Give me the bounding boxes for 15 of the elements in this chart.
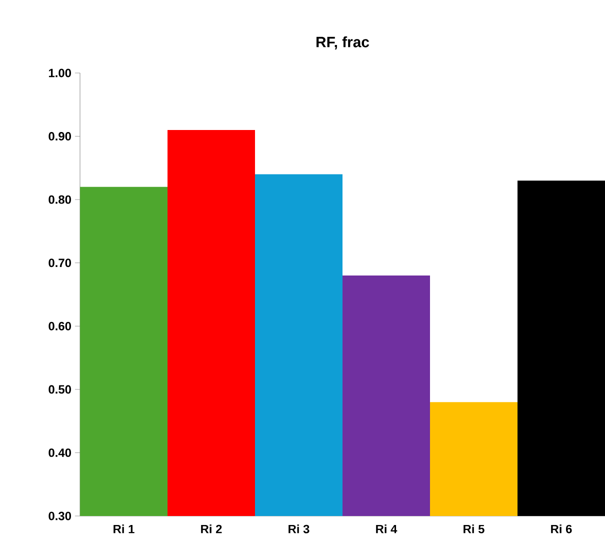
- x-tick-label: Ri 6: [551, 524, 572, 534]
- y-tick-label: 0.90: [48, 132, 71, 140]
- x-tick-label: Ri 5: [464, 524, 484, 534]
- x-tick-label: Ri 1: [114, 524, 134, 534]
- y-tick-label: 1.00: [48, 68, 71, 78]
- y-tick-label: 0.50: [48, 385, 71, 394]
- x-tick-label: Ri 2: [201, 524, 222, 534]
- y-tick-label: 0.30: [48, 512, 71, 520]
- chart-title: RF, frac: [316, 36, 370, 50]
- x-tick-label: Ri 4: [376, 524, 398, 534]
- y-tick-label: 0.60: [48, 322, 71, 330]
- y-tick-label: 0.40: [48, 448, 71, 457]
- y-tick-label: 0.70: [48, 258, 71, 268]
- x-tick-label: Ri 3: [288, 524, 310, 534]
- y-tick-label: 0.80: [48, 195, 71, 204]
